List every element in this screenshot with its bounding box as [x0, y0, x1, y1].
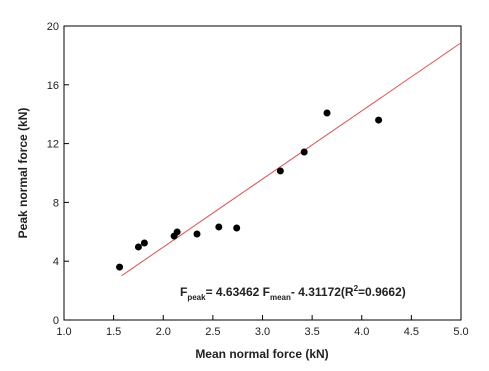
x-tick-label: 1.5	[106, 326, 121, 338]
data-point	[173, 228, 181, 236]
y-tick-label: 20	[47, 21, 59, 33]
data-point	[134, 243, 142, 251]
x-tick-label: 3.5	[304, 326, 319, 338]
data-point	[215, 223, 223, 231]
annotation-part: = 4.63462 F	[206, 285, 270, 299]
x-tick-label: 5.0	[453, 326, 468, 338]
data-point	[276, 167, 284, 175]
y-tick-label: 16	[47, 80, 59, 92]
x-tick-label: 4.5	[404, 326, 419, 338]
y-tick-label: 12	[47, 139, 59, 151]
annotation-part: mean	[270, 293, 291, 302]
data-point	[300, 148, 308, 156]
annotation-part: 2	[354, 284, 359, 293]
plot-frame	[63, 25, 462, 321]
annotation: Fpeak= 4.63462 Fmean- 4.31172(R2=0.9662)	[180, 284, 406, 302]
data-point	[116, 263, 124, 271]
annotation-part: =0.9662)	[358, 285, 406, 299]
x-axis-label: Mean normal force (kN)	[195, 347, 328, 361]
data-point	[323, 109, 331, 117]
annotation-part: F	[180, 285, 187, 299]
y-axis-label: Peak normal force (kN)	[16, 108, 30, 239]
y-tick-label: 8	[53, 197, 59, 209]
x-tick-label: 1.0	[56, 326, 71, 338]
y-tick-label: 0	[53, 315, 59, 327]
x-tick-label: 2.0	[156, 326, 171, 338]
y-tick-label: 4	[53, 256, 59, 268]
data-point	[375, 116, 383, 124]
data-point	[193, 230, 201, 238]
x-tick-label: 4.0	[354, 326, 369, 338]
annotation-part: - 4.31172(R	[291, 285, 354, 299]
fit-line	[121, 42, 462, 277]
x-tick-label: 3.0	[255, 326, 270, 338]
data-point	[233, 224, 241, 232]
x-tick-label: 2.5	[205, 326, 220, 338]
data-point	[140, 239, 148, 247]
annotation-part: peak	[187, 293, 206, 302]
